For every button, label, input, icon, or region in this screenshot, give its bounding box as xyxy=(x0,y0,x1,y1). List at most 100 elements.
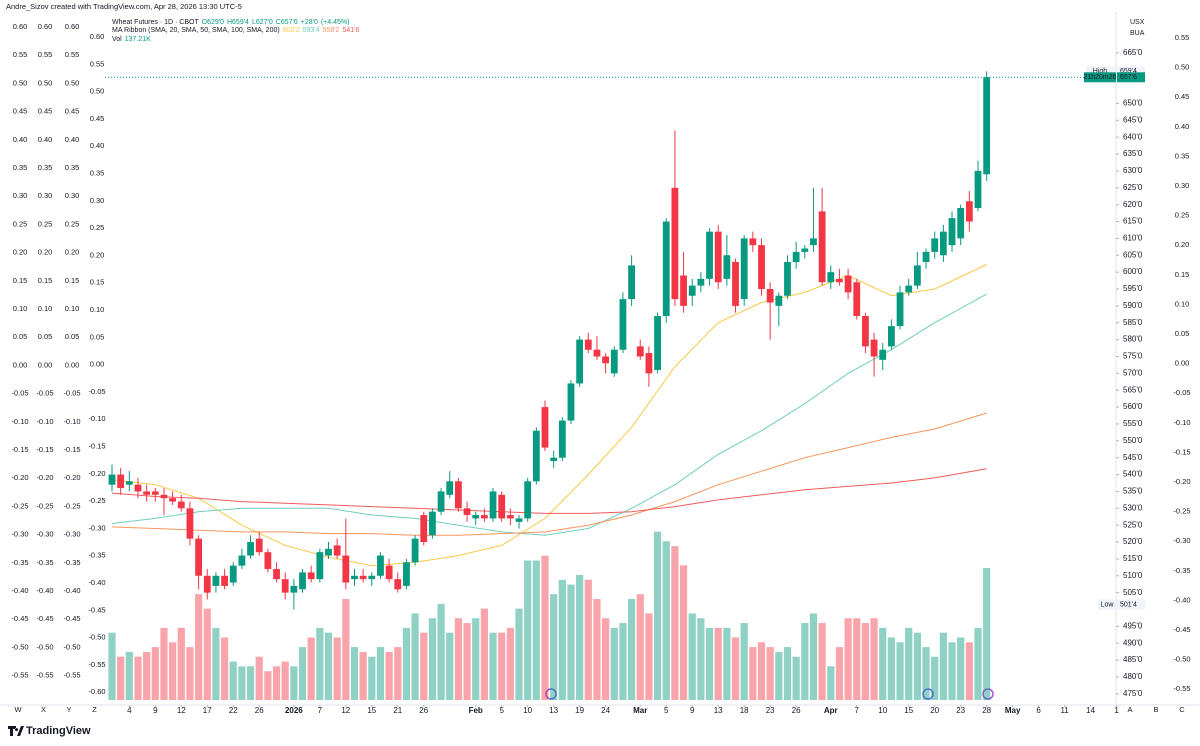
y-tick-label: 495'0 xyxy=(1123,621,1143,630)
volume-bar xyxy=(783,647,792,700)
x-tick-label: 7 xyxy=(318,706,323,715)
candle-body xyxy=(177,501,185,509)
overlay-tick-label: -0.40 xyxy=(36,586,53,595)
volume-bar xyxy=(861,623,870,700)
volume-bar xyxy=(498,632,506,700)
overlay-tick-label: -0.35 xyxy=(88,551,105,560)
pane-letter: B xyxy=(1153,705,1158,714)
overlay-tick-label: 0.40 xyxy=(38,135,53,144)
x-tick-label: 24 xyxy=(601,706,610,715)
candle-body xyxy=(247,542,254,556)
overlay-tick-label: -0.05 xyxy=(88,387,105,396)
candle-body xyxy=(212,575,220,586)
volume-bar xyxy=(385,651,393,700)
overlay-tick-label: -0.50 xyxy=(63,642,80,651)
x-tick-label: Feb xyxy=(469,706,483,715)
candle-body xyxy=(316,552,324,580)
volume-bar xyxy=(342,598,350,700)
volume-bar xyxy=(801,623,809,700)
volume-bar xyxy=(489,632,497,700)
overlay-tick-label: 0.15 xyxy=(90,278,105,287)
candle-body xyxy=(333,545,341,556)
overlay-tick-label: 0.10 xyxy=(38,304,53,313)
candle-body xyxy=(229,565,237,583)
volume-bar xyxy=(195,594,203,700)
overlay-tick-label: -0.30 xyxy=(36,530,53,539)
overlay-tick-label: -0.35 xyxy=(36,558,53,567)
event-icon[interactable] xyxy=(545,688,557,700)
overlay-tick-label: 0.45 xyxy=(1175,92,1190,101)
candle-body xyxy=(480,515,488,519)
low-tag-value xyxy=(1117,599,1145,610)
candle-body xyxy=(160,494,168,499)
overlay-tick-label: 0.25 xyxy=(13,219,28,228)
candle-body xyxy=(913,265,921,286)
volume-bar xyxy=(316,627,324,700)
volume-bar xyxy=(307,637,315,700)
x-tick-label: 15 xyxy=(904,706,913,715)
x-tick-label: 17 xyxy=(203,706,212,715)
volume-bar xyxy=(524,560,532,700)
x-tick-label: 5 xyxy=(499,706,504,715)
overlay-tick-label: -0.20 xyxy=(1173,477,1190,486)
volume-bar xyxy=(437,603,445,700)
y-tick-label: 610'0 xyxy=(1123,233,1143,242)
candle-body xyxy=(532,430,540,482)
candle-body xyxy=(541,407,549,448)
candle-body xyxy=(706,231,713,279)
legend-ohlc: O629'0 xyxy=(202,19,224,26)
overlay-tick-label: 0.50 xyxy=(1175,63,1190,72)
overlay-tick-label: 0.25 xyxy=(1175,211,1190,220)
overlay-tick-label: 0.30 xyxy=(13,191,28,200)
volume-bar xyxy=(636,594,644,700)
x-tick-label: 9 xyxy=(153,706,158,715)
x-tick-label: 28 xyxy=(982,706,991,715)
overlay-tick-label: 0.10 xyxy=(1175,299,1190,308)
x-tick-label: Mar xyxy=(633,706,647,715)
y-tick-label: 570'0 xyxy=(1123,368,1143,377)
volume-bar xyxy=(532,560,540,700)
logo-mark xyxy=(8,726,24,736)
candle-body xyxy=(671,187,679,300)
volume-bar xyxy=(792,656,800,700)
overlay-tick-label: 0.25 xyxy=(90,223,105,232)
volume-pane xyxy=(108,531,991,700)
overlay-tick-label: -0.25 xyxy=(1173,507,1190,516)
y-tick-label: 625'0 xyxy=(1123,183,1143,192)
volume-bar xyxy=(298,647,307,700)
overlay-tick-label: -0.30 xyxy=(11,530,28,539)
volume-bar xyxy=(376,647,385,700)
brand-logo: TradingView xyxy=(8,725,91,737)
candle-body xyxy=(619,299,627,350)
volume-bar xyxy=(281,661,289,700)
candle-body xyxy=(437,491,445,512)
volume-bar xyxy=(463,623,471,700)
event-icon[interactable] xyxy=(982,688,994,700)
high-tag-label: 659'4 xyxy=(1120,68,1137,75)
candle-body xyxy=(939,231,947,256)
overlay-tick-label: -0.25 xyxy=(11,501,28,510)
candle-body xyxy=(775,295,783,306)
currency: USX xyxy=(1130,19,1145,26)
volume-bar xyxy=(671,546,679,700)
candle-body xyxy=(368,575,376,580)
candle-body xyxy=(264,552,272,570)
volume-bar xyxy=(939,632,947,700)
candle-body xyxy=(446,481,454,495)
y-tick-label: 485'0 xyxy=(1123,655,1143,664)
overlay-tick-label: 0.20 xyxy=(38,248,53,257)
event-icon[interactable] xyxy=(922,688,934,700)
overlay-tick-label: -0.35 xyxy=(1173,566,1190,575)
candle-body xyxy=(584,339,592,350)
overlay-tick-label: 0.30 xyxy=(90,196,105,205)
countdown-tag xyxy=(1084,72,1116,83)
volume-bar xyxy=(905,627,913,700)
overlay-tick-label: 0.10 xyxy=(90,305,105,314)
overlay-tick-label: 0.55 xyxy=(90,59,105,68)
candle-body xyxy=(108,474,116,485)
ma-value: 541'6 xyxy=(342,27,359,34)
y-tick-label: 525'0 xyxy=(1123,520,1143,529)
y-tick-label: 505'0 xyxy=(1123,588,1143,597)
candle-body xyxy=(238,555,246,566)
x-tick-label: 13 xyxy=(549,706,558,715)
